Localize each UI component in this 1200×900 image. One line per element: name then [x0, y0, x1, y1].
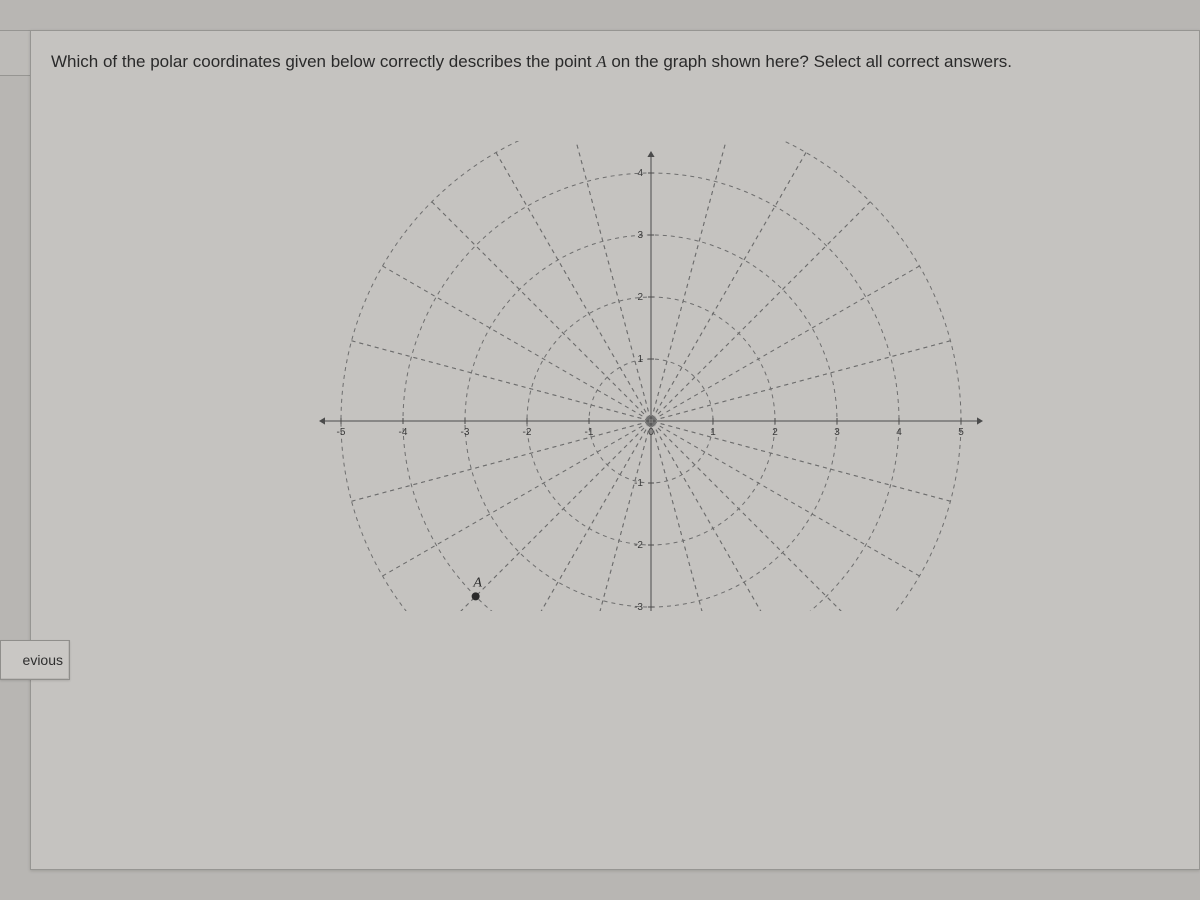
svg-text:3: 3: [637, 230, 643, 241]
previous-button-label: evious: [23, 652, 63, 668]
svg-text:-3: -3: [461, 427, 470, 438]
point-a-marker: [472, 592, 480, 600]
svg-text:-4: -4: [399, 427, 408, 438]
question-prompt-before: Which of the polar coordinates given bel…: [51, 52, 596, 71]
point-a-group: A: [472, 575, 483, 600]
svg-text:-1: -1: [634, 478, 643, 489]
svg-text:0: 0: [648, 427, 654, 438]
svg-text:2: 2: [772, 427, 778, 438]
question-point-name: A: [596, 52, 606, 71]
polar-graph-svg: -5 -4 -3 -2 -1 0 1 2 3 4 5 -3 -2 -1 1 2 3 4 A: [291, 141, 1011, 611]
svg-text:-2: -2: [523, 427, 532, 438]
question-text: Which of the polar coordinates given bel…: [51, 49, 1179, 75]
axes: [319, 151, 983, 611]
previous-button[interactable]: evious: [0, 640, 70, 680]
page: Which of the polar coordinates given bel…: [0, 0, 1200, 900]
svg-text:-1: -1: [585, 427, 594, 438]
svg-text:5: 5: [958, 427, 964, 438]
point-a-label: A: [472, 575, 482, 590]
svg-text:2: 2: [637, 292, 643, 303]
question-card: Which of the polar coordinates given bel…: [30, 30, 1200, 870]
svg-text:1: 1: [637, 354, 643, 365]
svg-text:4: 4: [637, 168, 643, 179]
svg-text:-5: -5: [337, 427, 346, 438]
svg-text:3: 3: [834, 427, 840, 438]
polar-graph: -5 -4 -3 -2 -1 0 1 2 3 4 5 -3 -2 -1 1 2 3 4 A: [291, 141, 1011, 611]
svg-text:1: 1: [710, 427, 716, 438]
question-prompt-after: on the graph shown here? Select all corr…: [607, 52, 1012, 71]
svg-text:-3: -3: [634, 602, 643, 611]
svg-text:4: 4: [896, 427, 902, 438]
tab-edge: [0, 30, 30, 76]
svg-text:-2: -2: [634, 540, 643, 551]
